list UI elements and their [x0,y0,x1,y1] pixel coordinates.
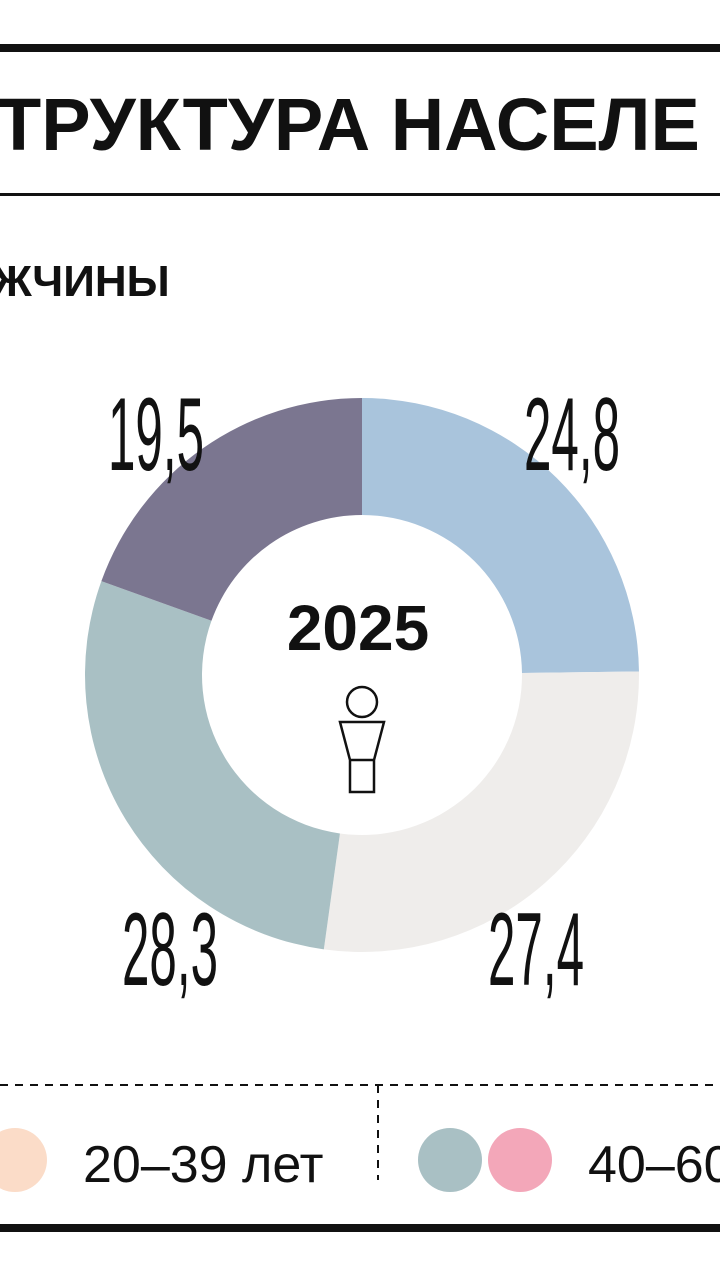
icon-head [345,685,379,719]
top-rule [0,44,720,52]
legend-label: 20–39 лет [83,1136,323,1194]
donut: 24,8 27,4 28,3 19,5 [85,377,639,1008]
donut-segment [101,398,362,621]
chart-title: ТРУКТУРА НАСЕЛЕ [0,83,700,166]
icon-body [338,720,386,794]
chart-subtitle: ЖЧИНЫ [0,257,170,306]
value-label: 19,5 [108,377,204,493]
legend: 20–39 лет 40–60 [0,1128,720,1194]
legend-swatch [488,1128,552,1192]
person-icon [338,685,386,794]
donut-segment [85,581,340,950]
center-label: 2025 [287,592,429,664]
bottom-rule [0,1224,720,1232]
donut-segment [323,671,639,952]
legend-swatch [0,1128,47,1192]
value-label: 28,3 [122,892,218,1008]
title-rule [0,193,720,196]
value-label: 27,4 [488,892,584,1008]
donut-segment [362,398,639,673]
legend-label: 40–60 [588,1136,720,1194]
value-label: 24,8 [524,377,620,493]
legend-swatch [418,1128,482,1192]
